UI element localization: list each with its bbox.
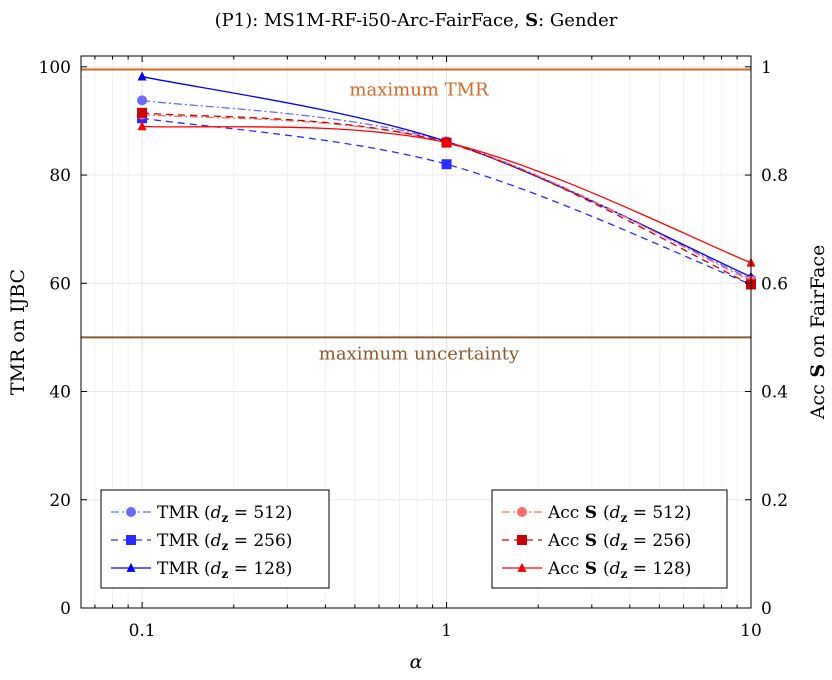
x-axis-title: α (410, 651, 423, 673)
y2-tick-label: 0.6 (761, 274, 788, 294)
data-point (441, 159, 452, 170)
reference-line-label: maximum uncertainty (319, 343, 520, 364)
reference-line-label: maximum TMR (349, 80, 489, 101)
data-point (517, 507, 527, 517)
reference-lines: maximum TMR maximum uncertainty (81, 68, 751, 364)
x-tick-label: 0.1 (129, 621, 156, 641)
data-point (517, 562, 527, 572)
y-tick-label: 20 (49, 491, 71, 511)
data-point (126, 535, 136, 545)
plot-frame (80, 55, 752, 609)
legend-label: Acc S (dz = 128) (547, 559, 691, 581)
legend-box (100, 489, 330, 589)
y-tick-label: 0 (60, 599, 71, 619)
data-point (126, 562, 136, 572)
data-point (442, 137, 452, 147)
data-point (137, 107, 148, 118)
y-axis-title: TMR on IJBC (7, 269, 29, 395)
y-tick-label: 100 (39, 58, 71, 78)
legend-label: Acc S (dz = 256) (547, 531, 691, 553)
x-tick-label: 1 (441, 621, 452, 641)
y2-tick-label: 0.4 (761, 383, 788, 403)
series-lines (137, 71, 756, 290)
data-point (137, 71, 147, 81)
data-point (137, 95, 148, 106)
y2-axis-title: Acc S on FairFace (807, 245, 829, 421)
data-point (126, 507, 136, 517)
y2-tick-label: 0 (761, 599, 772, 619)
legends: TMR (dz = 512) TMR (dz = 256) TMR (dz = 12… (100, 489, 728, 589)
legend-label: TMR (dz = 512) (157, 503, 292, 525)
legend-label: Acc S (dz = 512) (547, 503, 691, 525)
axes: 0 20 40 60 80 100 0 0.2 0.4 0.6 0.8 1 0.1 1 10 α TMR on … (7, 56, 829, 673)
y2-tick-label: 0.8 (761, 166, 788, 186)
data-point (137, 121, 147, 131)
legend-bottom-left: TMR (dz = 512) TMR (dz = 256) TMR (dz = 12… (100, 489, 330, 589)
data-point (517, 535, 527, 545)
y-tick-label: 60 (49, 274, 71, 294)
legend-bottom-right: Acc S (dz = 512) Acc S (dz = 256) Acc S (d… (491, 489, 728, 589)
y-tick-label: 40 (49, 383, 71, 403)
y2-tick-label: 0.2 (761, 491, 788, 511)
y-tick-label: 80 (49, 166, 71, 186)
legend-label: TMR (dz = 256) (157, 531, 292, 553)
y2-tick-label: 1 (761, 58, 772, 78)
chart-title: (P1): MS1M-RF-i50-Arc-FairFace, S: Gende… (215, 10, 618, 31)
legend-label: TMR (dz = 128) (157, 559, 292, 581)
x-tick-label: 10 (740, 621, 762, 641)
legend-box (491, 489, 728, 589)
